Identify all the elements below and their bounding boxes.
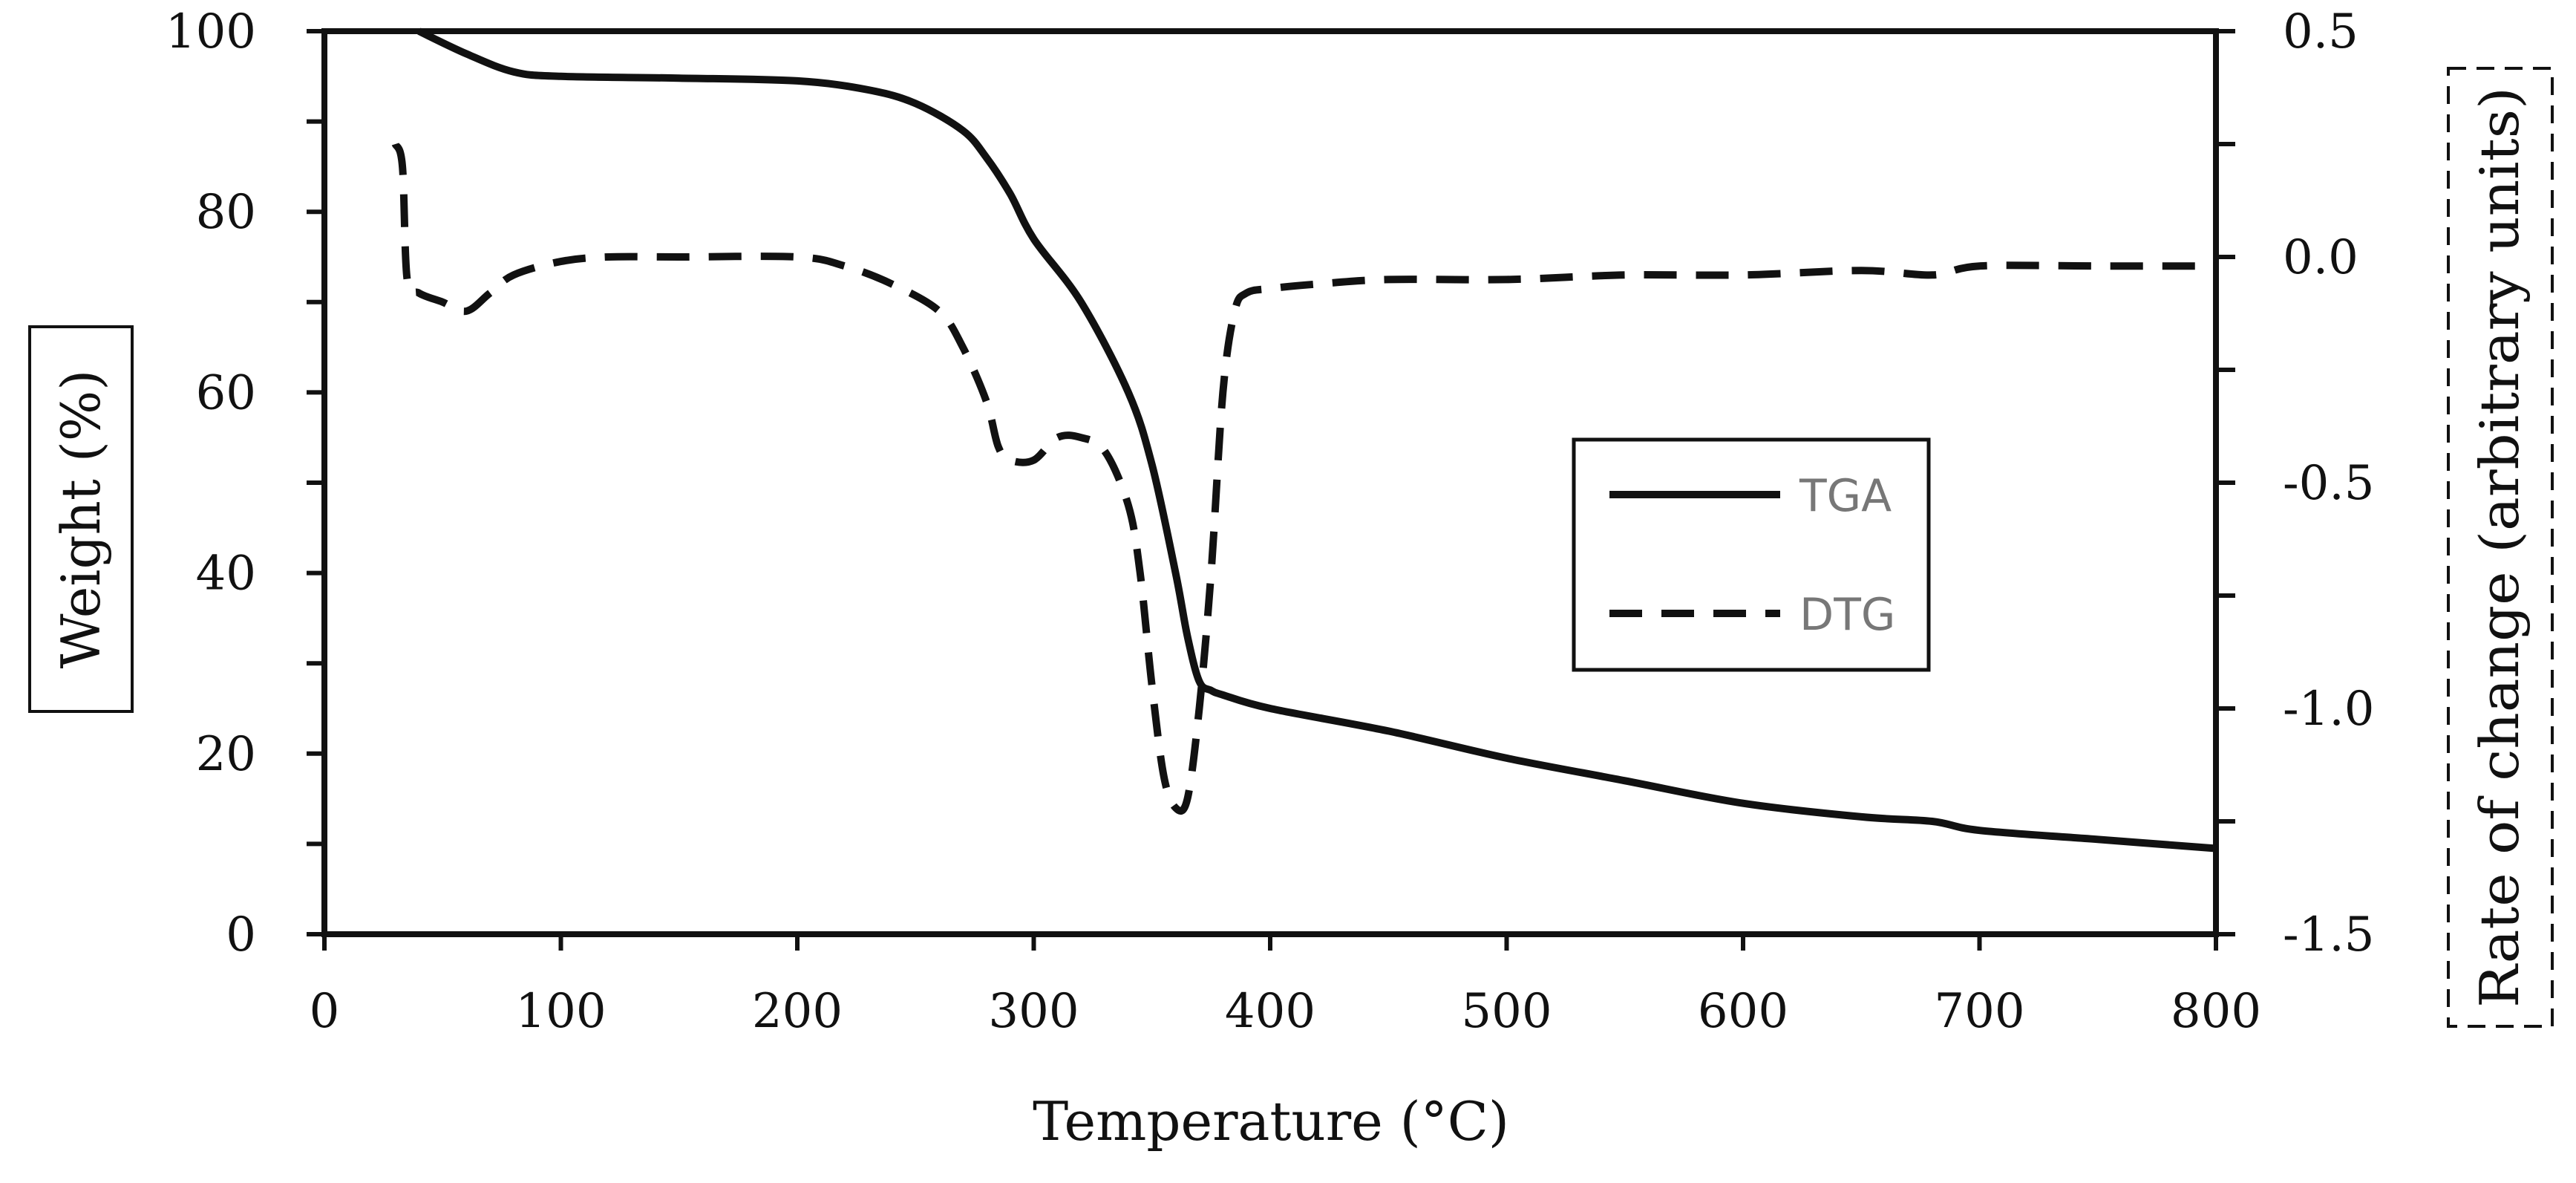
y2-tick-label: 0.5 xyxy=(2283,4,2358,59)
y2-axis-title: Rate of change (arbitrary units) xyxy=(2468,87,2531,1008)
legend-tga-label: TGA xyxy=(1799,470,1892,522)
y-tick-label: 80 xyxy=(196,185,256,240)
x-axis-title: Temperature (°C) xyxy=(1033,1090,1509,1153)
y-tick-label: 60 xyxy=(196,365,256,420)
y2-axis-title-box xyxy=(2447,67,2554,1028)
legend-box xyxy=(1572,437,1931,672)
legend-dtg-label: DTG xyxy=(1799,589,1895,641)
y2-tick-label: 0.0 xyxy=(2283,230,2358,285)
x-tick-label: 300 xyxy=(988,984,1079,1039)
y-tick-label: 100 xyxy=(166,4,256,59)
y-tick-label: 0 xyxy=(226,907,256,962)
series-line-tga xyxy=(417,27,2217,853)
plot-frame xyxy=(321,28,2219,937)
y2-tick-label: -0.5 xyxy=(2283,456,2374,511)
x-tick-label: 400 xyxy=(1225,984,1315,1039)
y-axis-title: Weight (%) xyxy=(50,370,112,669)
y-tick-label: 40 xyxy=(196,547,256,602)
x-tick-label: 200 xyxy=(752,984,843,1039)
x-tick-label: 800 xyxy=(2171,984,2261,1039)
series-line-dtg xyxy=(391,142,2216,815)
x-tick-label: 700 xyxy=(1934,984,2024,1039)
y2-tick-label: -1.5 xyxy=(2283,907,2374,962)
y2-axis-title-group: Rate of change (arbitrary units) xyxy=(2447,67,2554,1028)
y-tick-label: 20 xyxy=(196,727,256,782)
x-tick-label: 0 xyxy=(310,984,340,1039)
y-axis-title-box xyxy=(28,325,134,713)
x-tick-label: 600 xyxy=(1698,984,1788,1039)
y-axis-title-group: Weight (%) xyxy=(28,325,134,713)
x-tick-label: 100 xyxy=(515,984,606,1039)
x-tick-label: 500 xyxy=(1461,984,1552,1039)
legend: TGA DTG xyxy=(1572,437,1931,672)
y2-tick-label: -1.0 xyxy=(2283,682,2374,737)
